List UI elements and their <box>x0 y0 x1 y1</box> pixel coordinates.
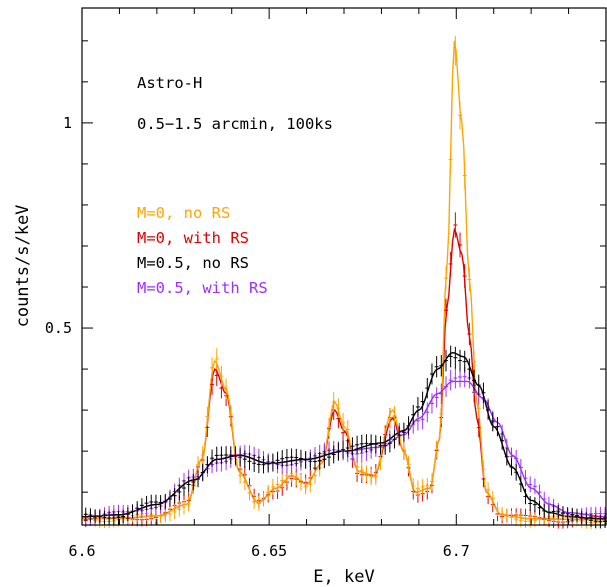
legend-entry: M=0.5, with RS <box>137 279 268 297</box>
x-tick-label: 6.6 <box>68 542 95 560</box>
x-tick-label: 6.65 <box>251 542 287 560</box>
legend-entry: M=0.5, no RS <box>137 254 249 272</box>
y-tick-label: 0.5 <box>45 319 72 337</box>
legend-entry: M=0, no RS <box>137 204 230 222</box>
x-tick-label: 6.7 <box>443 542 470 560</box>
y-tick-label: 1 <box>63 114 72 132</box>
model-curve <box>81 40 607 521</box>
data-points <box>83 36 607 530</box>
annotation-instrument: Astro-H <box>137 74 202 92</box>
model-curve <box>81 351 607 520</box>
axis-ticks <box>81 8 607 525</box>
annotation-region: 0.5−1.5 arcmin, 100ks <box>137 115 333 133</box>
y-axis-label: counts/s/keV <box>13 205 33 328</box>
model-curve <box>81 227 607 521</box>
legend-entry: M=0, with RS <box>137 229 249 247</box>
x-axis-label: E, keV <box>313 567 374 587</box>
tick-labels: 6.6 6.65 6.7 0.5 1 <box>45 114 470 560</box>
legend: M=0, no RS M=0, with RS M=0.5, no RS M=0.5,… <box>137 204 268 297</box>
